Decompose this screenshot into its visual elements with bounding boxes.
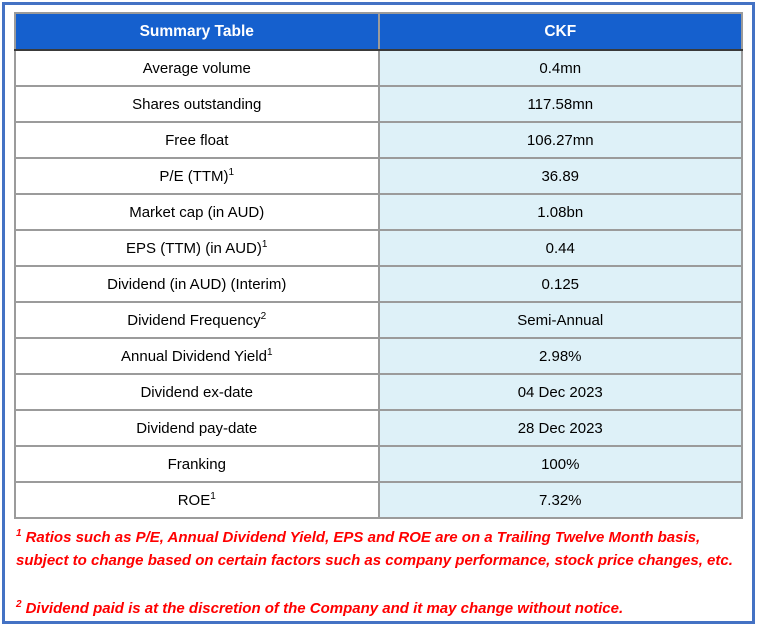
footnote: 1 Ratios such as P/E, Annual Dividend Yie… — [16, 526, 741, 573]
metric-label-cell: Annual Dividend Yield1 — [14, 337, 380, 375]
metric-label-cell: P/E (TTM)1 — [14, 157, 380, 195]
metric-label-cell: Dividend Frequency2 — [14, 301, 380, 339]
metric-label-cell: EPS (TTM) (in AUD)1 — [14, 229, 380, 267]
metric-label: Dividend (in AUD) (Interim) — [107, 275, 287, 293]
metric-label: Dividend ex-date — [140, 383, 254, 401]
metric-value: 04 Dec 2023 — [517, 383, 603, 401]
table-row: Dividend (in AUD) (Interim) 0.125 — [14, 265, 743, 303]
summary-table-header-row: Summary Table CKF — [14, 12, 743, 51]
metric-value: 0.44 — [545, 239, 575, 257]
metric-label-cell: Market cap (in AUD) — [14, 193, 380, 231]
metric-value-cell: Semi-Annual — [377, 301, 743, 339]
metric-value-cell: 106.27mn — [377, 121, 743, 159]
metric-label: ROE — [177, 491, 211, 509]
metric-label-cell: Franking — [14, 445, 380, 483]
metric-value: 7.32% — [538, 491, 582, 509]
footnote-marker: 1 — [210, 490, 216, 502]
ticker-column-header: CKF — [377, 12, 743, 51]
metric-label: Average volume — [142, 59, 251, 77]
footnote-marker: 2 — [16, 598, 22, 610]
footnote-marker: 1 — [16, 528, 22, 539]
metric-value: Semi-Annual — [517, 311, 604, 329]
metric-value-cell: 1.08bn — [377, 193, 743, 231]
table-row: Market cap (in AUD) 1.08bn — [14, 193, 743, 231]
metric-label-cell: Dividend ex-date — [14, 373, 380, 411]
metric-label: Dividend Frequency — [127, 311, 261, 329]
footnote-marker: 1 — [261, 238, 268, 250]
table-row: P/E (TTM)1 36.89 — [14, 157, 743, 195]
metric-label-cell: Free float — [14, 121, 380, 159]
summary-table-body: Average volume 0.4mn Shares outstanding … — [14, 49, 743, 519]
metric-value-cell: 100% — [377, 445, 743, 483]
table-row: Free float 106.27mn — [14, 121, 743, 159]
metric-value-cell: 04 Dec 2023 — [377, 373, 743, 411]
footnote-text: Dividend paid is at the discretion of th… — [25, 599, 624, 617]
table-row: Dividend ex-date 04 Dec 2023 — [14, 373, 743, 411]
table-row: Franking 100% — [14, 445, 743, 483]
footnote-marker: 1 — [228, 166, 235, 178]
table-row: Average volume 0.4mn — [14, 49, 743, 87]
metric-value-cell: 2.98% — [377, 337, 743, 375]
metric-value-cell: 0.4mn — [377, 49, 743, 87]
metric-value: 100% — [541, 455, 580, 473]
metric-value: 0.125 — [541, 275, 580, 293]
metric-label: Franking — [167, 455, 226, 473]
table-row: Dividend Frequency2 Semi-Annual — [14, 301, 743, 339]
footnote: 2 Dividend paid is at the discretion of t… — [16, 597, 741, 620]
metric-value-cell: 0.44 — [377, 229, 743, 267]
footnote-text: Ratios such as P/E, Annual Dividend Yiel… — [16, 529, 733, 570]
metric-label: EPS (TTM) (in AUD) — [126, 239, 262, 257]
metric-label-cell: ROE1 — [14, 481, 380, 519]
footnote-marker: 2 — [260, 310, 267, 322]
metric-value-cell: 117.58mn — [377, 85, 743, 123]
metric-value-cell: 7.32% — [377, 481, 743, 519]
metric-label-cell: Dividend pay-date — [14, 409, 380, 447]
metric-value: 106.27mn — [526, 131, 594, 149]
metric-label-cell: Shares outstanding — [14, 85, 380, 123]
metric-value: 2.98% — [538, 347, 582, 365]
metric-value-cell: 0.125 — [377, 265, 743, 303]
metric-value: 36.89 — [541, 167, 580, 185]
table-row: Shares outstanding 117.58mn — [14, 85, 743, 123]
metric-label: Free float — [165, 131, 229, 149]
summary-table: Summary Table CKF Average volume 0.4mn S… — [14, 12, 743, 519]
table-row: EPS (TTM) (in AUD)1 0.44 — [14, 229, 743, 267]
metric-label: Annual Dividend Yield — [121, 347, 267, 365]
table-row: Annual Dividend Yield1 2.98% — [14, 337, 743, 375]
table-row: Dividend pay-date 28 Dec 2023 — [14, 409, 743, 447]
metric-value: 0.4mn — [539, 59, 582, 77]
metric-label: Dividend pay-date — [136, 419, 258, 437]
footnote-marker: 1 — [266, 346, 273, 358]
summary-table-title: Summary Table — [14, 12, 380, 51]
metric-label: Shares outstanding — [132, 95, 262, 113]
metric-value: 117.58mn — [527, 95, 594, 113]
metric-label: P/E (TTM) — [159, 167, 229, 185]
metric-value-cell: 28 Dec 2023 — [377, 409, 743, 447]
metric-label: Market cap (in AUD) — [129, 203, 265, 221]
footnotes-section: 1 Ratios such as P/E, Annual Dividend Yie… — [14, 526, 743, 620]
metric-label-cell: Dividend (in AUD) (Interim) — [14, 265, 380, 303]
table-row: ROE1 7.32% — [14, 481, 743, 519]
metric-value: 28 Dec 2023 — [517, 419, 603, 437]
metric-value: 1.08bn — [537, 203, 584, 221]
metric-value-cell: 36.89 — [377, 157, 743, 195]
metric-label-cell: Average volume — [14, 49, 380, 87]
